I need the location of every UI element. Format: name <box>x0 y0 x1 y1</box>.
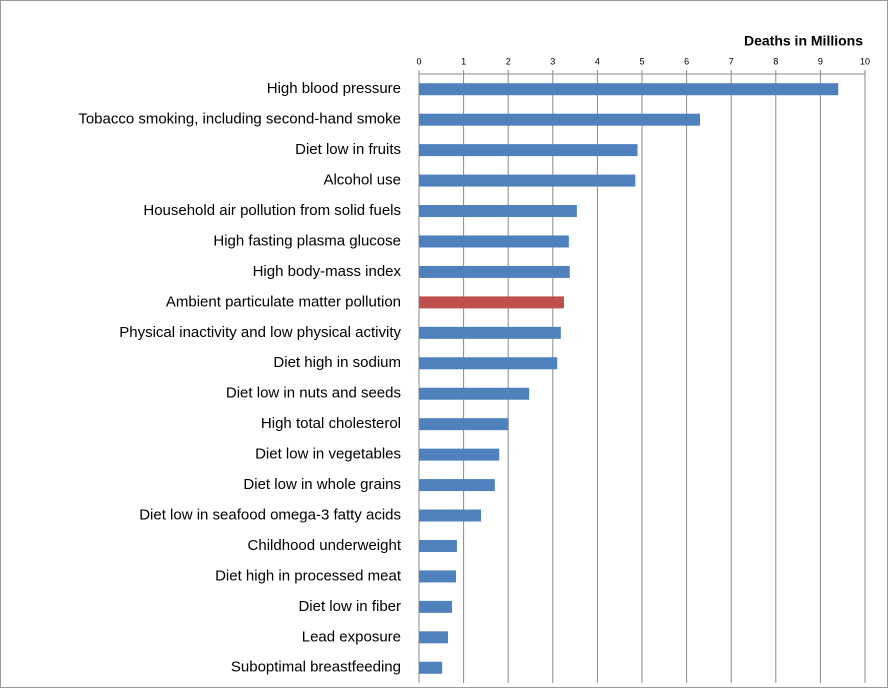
bar <box>419 539 457 552</box>
x-tick-label: 1 <box>461 56 466 66</box>
x-tick-label: 10 <box>860 56 870 66</box>
bar <box>419 235 569 248</box>
y-tick-label: Diet high in processed meat <box>215 567 402 584</box>
bar <box>419 387 530 400</box>
bar <box>419 83 839 96</box>
y-tick-label: Diet low in whole grains <box>243 476 401 493</box>
x-tick-label: 6 <box>684 56 689 66</box>
bar <box>419 113 700 126</box>
bar <box>419 205 577 218</box>
y-tick-label: High fasting plasma glucose <box>213 232 401 249</box>
x-tick-label: 3 <box>550 56 555 66</box>
y-tick-label: Diet low in seafood omega-3 fatty acids <box>139 506 401 523</box>
y-tick-label: High total cholesterol <box>261 415 401 432</box>
x-tick-label: 0 <box>416 56 421 66</box>
bar <box>419 357 558 370</box>
bar <box>419 570 457 583</box>
bar <box>419 631 448 644</box>
x-tick-label: 5 <box>639 56 644 66</box>
bar <box>419 479 495 492</box>
y-tick-label: Suboptimal breastfeeding <box>231 659 401 676</box>
bar <box>419 296 564 309</box>
y-tick-label: Alcohol use <box>323 172 401 189</box>
x-tick-label: 9 <box>818 56 823 66</box>
y-tick-label: Diet low in nuts and seeds <box>226 385 401 402</box>
x-tick-label: 2 <box>506 56 511 66</box>
bar <box>419 661 443 674</box>
y-tick-label: Diet high in sodium <box>273 354 401 371</box>
y-tick-label: High body-mass index <box>253 263 402 280</box>
y-tick-label: Household air pollution from solid fuels <box>143 202 401 219</box>
y-tick-label: Physical inactivity and low physical act… <box>119 324 401 341</box>
y-tick-label: Lead exposure <box>302 628 401 645</box>
bar <box>419 600 453 613</box>
x-tick-label: 7 <box>729 56 734 66</box>
bar <box>419 265 570 278</box>
y-tick-label: Diet low in fiber <box>298 598 401 615</box>
y-tick-label: Diet low in vegetables <box>255 446 401 463</box>
bar <box>419 144 638 157</box>
y-tick-label: Childhood underweight <box>248 537 402 554</box>
axis-title: Deaths in Millions <box>744 33 863 49</box>
x-tick-label: 8 <box>773 56 778 66</box>
y-tick-label: Tobacco smoking, including second-hand s… <box>78 111 401 128</box>
bar <box>419 509 481 522</box>
bar <box>419 174 636 187</box>
y-tick-label: Diet low in fruits <box>295 141 401 158</box>
bar <box>419 448 500 461</box>
y-tick-label: High blood pressure <box>267 80 401 97</box>
bar <box>419 418 509 431</box>
bar <box>419 326 561 339</box>
x-tick-label: 4 <box>595 56 600 66</box>
y-tick-label: Ambient particulate matter pollution <box>166 293 401 310</box>
